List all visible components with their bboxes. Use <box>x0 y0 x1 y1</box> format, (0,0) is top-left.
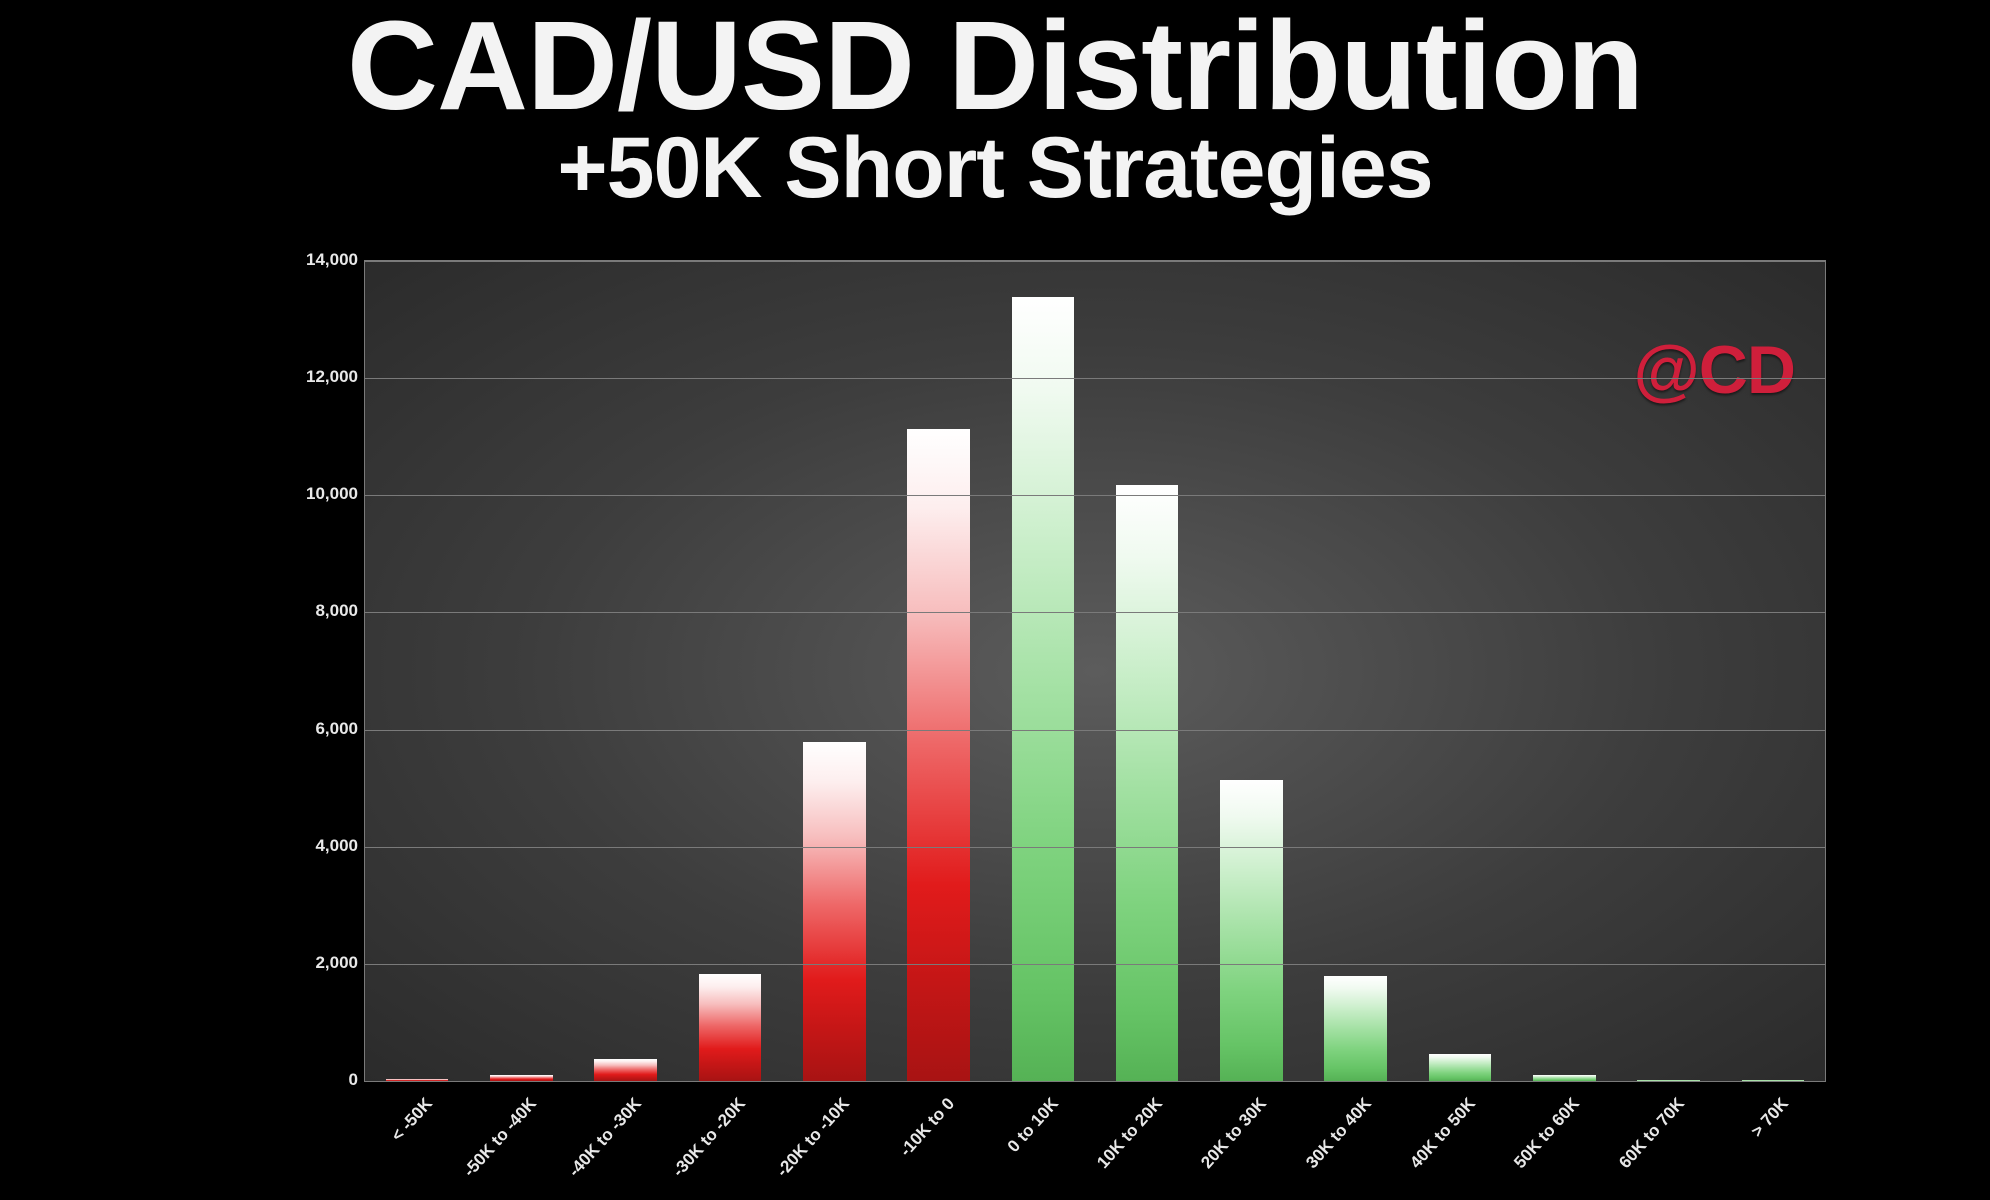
bar <box>1533 1075 1596 1081</box>
y-tick-label: 14,000 <box>278 250 358 270</box>
x-tick-label: -20K to -10K <box>773 1094 854 1181</box>
gridline <box>365 612 1825 613</box>
y-tick-label: 4,000 <box>278 836 358 856</box>
y-tick-label: 2,000 <box>278 953 358 973</box>
y-tick-label: 12,000 <box>278 367 358 387</box>
bars-layer <box>365 261 1825 1081</box>
bar <box>1116 485 1179 1081</box>
x-tick-label: -30K to -20K <box>669 1094 750 1181</box>
x-tick-label: < -50K <box>388 1094 437 1146</box>
bar <box>1742 1080 1805 1082</box>
gridline <box>365 730 1825 731</box>
x-tick-label: 20K to 30K <box>1198 1094 1272 1173</box>
x-tick-label: 60K to 70K <box>1615 1094 1689 1173</box>
bar <box>1429 1054 1492 1081</box>
x-tick-label: 0 to 10K <box>1004 1094 1063 1157</box>
x-tick-label: -10K to 0 <box>896 1094 959 1161</box>
bar <box>1324 976 1387 1081</box>
chart-container: @CD 0 2,000 4,000 6,000 8,000 10,000 12,000 14,… <box>274 250 1834 1190</box>
chart-title-main: CAD/USD Distribution <box>0 2 1990 131</box>
gridline <box>365 847 1825 848</box>
x-tick-label: > 70K <box>1747 1094 1793 1141</box>
x-tick-label: 30K to 40K <box>1302 1094 1376 1173</box>
bar <box>386 1079 449 1081</box>
title-block: CAD/USD Distribution +50K Short Strategi… <box>0 0 1990 212</box>
gridline <box>365 261 1825 262</box>
bar <box>803 742 866 1081</box>
x-tick-label: -50K to -40K <box>460 1094 541 1181</box>
plot-area: @CD <box>364 260 1826 1082</box>
bar <box>594 1059 657 1081</box>
bar <box>1637 1080 1700 1082</box>
y-tick-label: 0 <box>278 1070 358 1090</box>
y-tick-label: 10,000 <box>278 484 358 504</box>
chart-title-sub: +50K Short Strategies <box>0 125 1990 213</box>
y-tick-label: 6,000 <box>278 719 358 739</box>
gridline <box>365 378 1825 379</box>
y-tick-label: 8,000 <box>278 601 358 621</box>
bar <box>907 429 970 1081</box>
bar <box>699 974 762 1081</box>
x-axis-labels: < -50K -50K to -40K -40K to -30K -30K to -2… <box>364 1084 1824 1194</box>
gridline <box>365 495 1825 496</box>
x-tick-label: 50K to 60K <box>1510 1094 1584 1173</box>
page: CAD/USD Distribution +50K Short Strategi… <box>0 0 1990 1200</box>
x-tick-label: -40K to -30K <box>564 1094 645 1181</box>
x-tick-label: 40K to 50K <box>1406 1094 1480 1173</box>
x-tick-label: 10K to 20K <box>1093 1094 1167 1173</box>
gridline <box>365 964 1825 965</box>
bar <box>1220 780 1283 1081</box>
bar <box>490 1075 553 1081</box>
